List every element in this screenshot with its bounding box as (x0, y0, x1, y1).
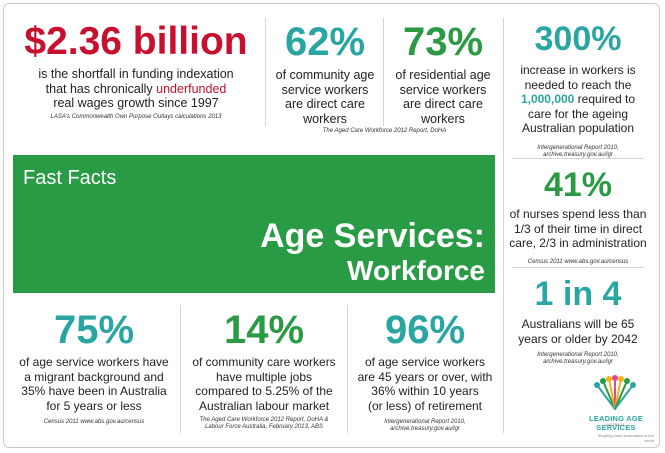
stat-value: 73% (402, 20, 484, 64)
stat-value: 41% (543, 166, 613, 204)
stat-source: Census 2011 www.abs.gov.au/census (43, 419, 145, 425)
peacock-fan-icon (594, 375, 636, 410)
divider (383, 18, 384, 126)
stat-value: 1 in 4 (534, 275, 622, 313)
stat-aged: 1 in 4 Australians will be 65 years or o… (508, 277, 648, 366)
stat-description: of age service workers have a migrant ba… (19, 355, 169, 413)
banner-title: Age Services: (260, 217, 485, 255)
logo: LEADING AGE SERVICES AUSTRALIA (575, 375, 655, 435)
stat-description: increase in workers is needed to reach t… (520, 63, 636, 135)
banner-label: Fast Facts (23, 167, 117, 189)
stat-nurses: 41% of nurses spend less than 1/3 of the… (505, 168, 651, 266)
stat-description: of nurses spend less than 1/3 of their t… (509, 207, 647, 250)
stat-residential: 73% of residential age service workers a… (385, 22, 501, 126)
fast-facts-banner: Fast Facts Age Services: Workforce (13, 155, 495, 293)
stat-description: of residential age service workers are d… (395, 68, 491, 126)
stat-value: 14% (223, 308, 305, 352)
stat-jobs: 14% of community care workers have multi… (182, 310, 346, 431)
stat-funding: $2.36 billion is the shortfall in fundin… (10, 22, 262, 121)
stat-community: 62% of community age service workers are… (268, 22, 382, 126)
stat-value: $2.36 billion (24, 20, 248, 63)
stat-description: of age service workers are 45 years or o… (357, 355, 493, 413)
divider (180, 305, 181, 433)
stat-value: 300% (534, 20, 622, 58)
stat-source: Intergenerational Report 2010, archive.t… (537, 144, 619, 158)
stat-value: 96% (384, 308, 466, 352)
stat-value: 75% (53, 308, 135, 352)
stat-description: Australians will be 65 years or older by… (518, 317, 638, 346)
stat-description: of community care workers have multiple … (192, 355, 336, 413)
footer-note: Shaping older Australians in the world (597, 433, 654, 443)
stat-description: of community age service workers are dir… (275, 68, 375, 126)
banner-title: Workforce (347, 255, 485, 286)
infographic-frame (3, 3, 660, 448)
stat-source: LASA's Commonwealth Own Purpose Outlays … (50, 113, 222, 120)
stat-source: Intergenerational Report 2010, archive.t… (384, 419, 466, 432)
divider (265, 18, 266, 126)
stat-migrant: 75% of age service workers have a migran… (10, 310, 178, 426)
divider (512, 158, 644, 159)
stat-increase: 300% increase in workers is needed to re… (508, 22, 648, 159)
divider (347, 305, 348, 433)
stat-source: The Aged Care Workforce 2012 Report, DoH… (199, 417, 329, 430)
logo-sub: AUSTRALIA (605, 423, 625, 427)
stat-source: Intergenerational Report 2010, archive.t… (537, 352, 619, 365)
stat-value: 62% (284, 20, 366, 64)
divider (503, 18, 504, 433)
stat-age45: 96% of age service workers are 45 years … (349, 310, 501, 433)
stat-source: Census 2011 www.abs.gov.au/census (527, 258, 629, 265)
logo-name: LEADING AGE SERVICES (588, 414, 643, 432)
stat-description: is the shortfall in funding indexation t… (38, 67, 234, 110)
stat-source: The Aged Care Workforce 2012 Report, DoH… (322, 128, 447, 134)
divider (512, 267, 644, 268)
